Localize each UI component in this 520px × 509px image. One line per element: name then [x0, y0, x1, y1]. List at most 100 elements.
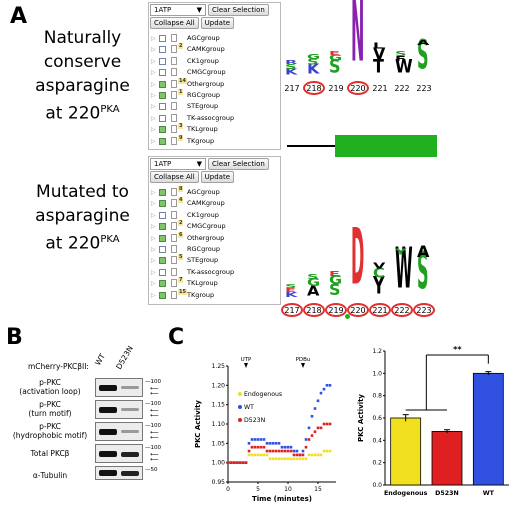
expand-arrow-icon[interactable]: ▷: [151, 234, 156, 242]
tree-item-tk-assocgroup[interactable]: ▷ TK-assocgroup: [149, 267, 280, 278]
tree-checkbox[interactable]: [159, 46, 166, 54]
tree-item-agcgroup[interactable]: ▷ AGCgroup: [149, 33, 280, 44]
tree-checkbox[interactable]: [159, 57, 166, 65]
expand-arrow-icon[interactable]: ▷: [151, 257, 156, 265]
data-point: [265, 442, 269, 445]
tree-item-rgcgroup[interactable]: ▷ 1 RGCgroup: [149, 88, 280, 101]
expand-arrow-icon[interactable]: ▷: [151, 200, 156, 208]
logo-letter: S: [285, 283, 297, 290]
logo-letter: F: [395, 54, 406, 63]
tree-checkbox[interactable]: [159, 268, 166, 276]
tree-item-cmgcgroup[interactable]: ▷ 2 CMGCgroup: [149, 220, 280, 232]
tree-item-tklgroup[interactable]: ▷ 7 TKLgroup: [149, 277, 280, 289]
document-icon: [171, 90, 177, 99]
tree-item-stegroup[interactable]: ▷ STEgroup: [149, 101, 280, 112]
expand-arrow-icon[interactable]: ▷: [151, 211, 156, 219]
expand-arrow-icon[interactable]: ▷: [151, 223, 156, 231]
tree-checkbox[interactable]: [159, 291, 166, 299]
position-label: 217: [284, 84, 300, 93]
tree-checkbox[interactable]: [159, 91, 166, 99]
collapse-all-button[interactable]: Collapse All: [150, 171, 199, 183]
expand-arrow-icon[interactable]: ▷: [151, 114, 156, 122]
clear-selection-button[interactable]: Clear Selection: [208, 158, 269, 170]
count-badge: 9: [178, 134, 184, 141]
tree-checkbox[interactable]: [159, 126, 166, 134]
expand-arrow-icon[interactable]: ▷: [151, 268, 156, 276]
tree-item-rgcgroup[interactable]: ▷ RGCgroup: [149, 244, 280, 255]
y-tick-label: 1.25: [212, 363, 226, 370]
expand-arrow-icon[interactable]: ▷: [151, 280, 156, 288]
band-d523n: [121, 471, 139, 476]
expand-arrow-icon[interactable]: ▷: [151, 80, 156, 88]
expand-arrow-icon[interactable]: ▷: [151, 69, 156, 77]
data-point: [286, 449, 290, 453]
tree-checkbox[interactable]: [159, 137, 166, 145]
data-point: [280, 457, 284, 461]
tree-item-cmgcgroup[interactable]: ▷ CMGCgroup: [149, 67, 280, 78]
tree-checkbox[interactable]: [159, 35, 166, 42]
blot-label-line: (hydrophobic motif): [12, 431, 88, 440]
y-tick-label: 0.0: [372, 482, 382, 489]
band-wt: [99, 470, 117, 476]
tree-checkbox[interactable]: [159, 80, 166, 88]
tree-item-ck1group[interactable]: ▷ CK1group: [149, 210, 280, 221]
tree-checkbox[interactable]: [159, 200, 166, 208]
tree-checkbox[interactable]: [159, 114, 166, 122]
tree-item-tkgroup[interactable]: ▷ 9 TKgroup: [149, 134, 280, 147]
tree-item-othergroup[interactable]: ▷ 14 Othergroup: [149, 77, 280, 90]
expand-arrow-icon[interactable]: ▷: [151, 46, 156, 54]
tree-item-camkgroup[interactable]: ▷ 4 CAMKgroup: [149, 197, 280, 209]
tree-checkbox[interactable]: [159, 234, 166, 242]
expand-arrow-icon[interactable]: ▷: [151, 126, 156, 134]
kinase-tree-bottom: 1ATP ▼ Clear Selection Collapse All Updat…: [148, 156, 281, 305]
data-point: [277, 457, 281, 461]
bar-chart: 0.0 0.2 0.4 0.6 0.8 1.0 1.2 PKC Activity Endogen…: [357, 345, 509, 497]
position-circle: [347, 81, 369, 95]
structure-select[interactable]: 1ATP ▼: [150, 158, 206, 170]
caption-line: Mutated to: [36, 182, 129, 202]
tree-list: ▷ AGCgroup ▷ 2 CAMKgroup ▷ CK1group ▷ CMGCgroup ▷…: [149, 30, 280, 147]
tree-checkbox[interactable]: [159, 211, 166, 219]
data-point: [259, 453, 263, 457]
expand-arrow-icon[interactable]: ▷: [151, 91, 156, 99]
tree-item-othergroup[interactable]: ▷ 6 Othergroup: [149, 231, 280, 244]
y-tick-label: 0.6: [372, 415, 382, 422]
tree-checkbox[interactable]: [159, 223, 166, 231]
tree-item-agcgroup[interactable]: ▷ 8 AGCgroup: [149, 186, 280, 198]
expand-arrow-icon[interactable]: ▷: [151, 291, 156, 299]
position-label: 219: [328, 84, 344, 93]
expand-arrow-icon[interactable]: ▷: [151, 189, 156, 196]
clear-selection-button[interactable]: Clear Selection: [208, 4, 269, 16]
tree-item-tk-assocgroup[interactable]: ▷ TK-assocgroup: [149, 113, 280, 124]
position-circle: [391, 303, 413, 317]
tree-checkbox[interactable]: [159, 69, 166, 77]
blot-label-line: p-PKC: [39, 422, 61, 431]
tree-item-label: CMGCgroup: [187, 68, 226, 77]
data-point: [271, 442, 275, 445]
expand-arrow-icon[interactable]: ▷: [151, 57, 156, 65]
structure-select[interactable]: 1ATP ▼: [150, 4, 206, 16]
collapse-all-button[interactable]: Collapse All: [150, 17, 199, 29]
tree-checkbox[interactable]: [159, 245, 166, 253]
blot-strip: [95, 466, 143, 480]
tree-item-tkgroup[interactable]: ▷ 15 TKgroup: [149, 288, 280, 301]
tree-item-camkgroup[interactable]: ▷ 2 CAMKgroup: [149, 43, 280, 55]
tree-checkbox[interactable]: [159, 257, 166, 265]
expand-arrow-icon[interactable]: ▷: [151, 35, 156, 42]
tree-checkbox[interactable]: [159, 280, 166, 288]
tree-item-tklgroup[interactable]: ▷ 3 TKLgroup: [149, 123, 280, 135]
tree-item-label: STEgroup: [187, 256, 219, 265]
y-tick-label: 0.8: [372, 393, 382, 400]
expand-arrow-icon[interactable]: ▷: [151, 245, 156, 253]
logo-letter: E: [285, 287, 296, 294]
tree-item-stegroup[interactable]: ▷ 5 STEgroup: [149, 254, 280, 266]
tree-item-ck1group[interactable]: ▷ CK1group: [149, 56, 280, 67]
update-button[interactable]: Update: [200, 17, 235, 29]
expand-arrow-icon[interactable]: ▷: [151, 103, 156, 111]
expand-arrow-icon[interactable]: ▷: [151, 137, 156, 145]
update-button[interactable]: Update: [200, 171, 235, 183]
tree-checkbox[interactable]: [159, 189, 166, 196]
tree-checkbox[interactable]: [159, 103, 166, 111]
y-tick-label: 1.10: [212, 421, 226, 428]
data-point: [259, 438, 263, 441]
